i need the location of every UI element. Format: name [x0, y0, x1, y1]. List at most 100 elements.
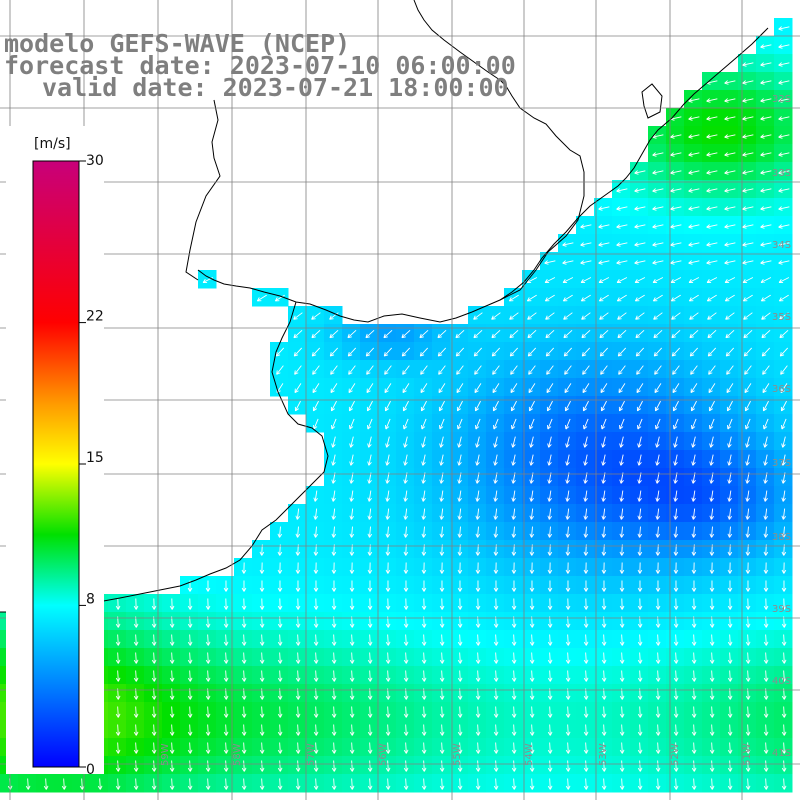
wind-arrow	[760, 294, 771, 302]
wind-arrow	[778, 44, 790, 49]
wind-speed-cell	[414, 684, 433, 703]
wind-arrow	[637, 724, 643, 736]
wind-arrow	[637, 526, 643, 538]
wind-speed-cell	[288, 594, 307, 613]
wind-arrow	[385, 490, 390, 502]
wind-arrow	[547, 526, 553, 538]
wind-arrow	[583, 526, 589, 538]
wind-arrow	[349, 436, 354, 448]
wind-arrow	[311, 312, 321, 320]
wind-speed-cell	[702, 414, 721, 433]
wind-arrow	[727, 652, 733, 664]
wind-arrow	[349, 760, 355, 772]
wind-arrow	[634, 260, 646, 265]
wind-arrow	[670, 224, 682, 229]
wind-speed-cell	[738, 630, 757, 649]
wind-speed-cell	[270, 612, 289, 631]
wind-speed-cell	[126, 756, 145, 775]
wind-speed-cell	[612, 612, 631, 631]
wind-speed-cell	[522, 666, 541, 685]
wind-arrow	[637, 436, 642, 448]
wind-arrow	[708, 365, 716, 375]
wind-arrow	[331, 778, 337, 790]
wind-speed-cell	[666, 270, 685, 289]
wind-speed-cell	[558, 576, 577, 595]
wind-speed-cell	[540, 630, 559, 649]
wind-arrow	[313, 706, 319, 718]
wind-speed-cell	[594, 774, 613, 793]
wind-speed-cell	[450, 666, 469, 685]
wind-arrow	[727, 598, 733, 610]
wind-arrow	[457, 760, 463, 772]
wind-speed-cell	[324, 306, 343, 325]
wind-arrow	[421, 418, 427, 430]
wind-arrow	[385, 724, 391, 736]
wind-speed-cell	[702, 720, 721, 739]
wind-arrow	[133, 742, 139, 754]
wind-arrow	[403, 508, 409, 520]
wind-speed-cell	[684, 540, 703, 559]
wind-speed-cell	[756, 306, 775, 325]
wind-speed-cell	[306, 630, 325, 649]
wind-speed-cell	[450, 738, 469, 757]
wind-speed-cell	[648, 612, 667, 631]
wind-speed-cell	[648, 432, 667, 451]
wind-arrow	[331, 490, 336, 502]
wind-speed-cell	[684, 270, 703, 289]
wind-speed-cell	[378, 450, 397, 469]
wind-arrow	[618, 400, 625, 412]
wind-arrow	[670, 170, 682, 175]
wind-arrow	[565, 742, 571, 754]
wind-arrow	[742, 277, 754, 284]
wind-arrow	[599, 347, 609, 357]
wind-speed-cell	[216, 576, 235, 595]
wind-arrow	[565, 652, 571, 664]
wind-arrow	[727, 706, 733, 718]
wind-arrow	[545, 329, 555, 339]
wind-speed-cell	[558, 270, 577, 289]
wind-speed-cell	[324, 702, 343, 721]
wind-speed-cell	[630, 198, 649, 217]
wind-speed-cell	[594, 270, 613, 289]
wind-arrow	[708, 383, 716, 394]
wind-speed-cell	[630, 162, 649, 181]
wind-speed-cell	[342, 378, 361, 397]
wind-arrow	[438, 365, 446, 375]
wind-speed-cell	[612, 450, 631, 469]
wind-speed-cell	[468, 486, 487, 505]
wind-speed-cell	[450, 414, 469, 433]
wind-speed-cell	[360, 540, 379, 559]
wind-speed-cell	[738, 774, 757, 793]
wind-arrow	[565, 436, 570, 448]
wind-arrow	[385, 670, 391, 682]
wind-arrow	[637, 652, 643, 664]
wind-arrow	[277, 652, 283, 664]
wind-speed-cell	[684, 306, 703, 325]
wind-speed-cell	[774, 522, 793, 541]
wind-speed-cell	[648, 522, 667, 541]
wind-speed-cell	[756, 108, 775, 127]
wind-speed-cell	[468, 702, 487, 721]
wind-speed-cell	[306, 756, 325, 775]
wind-speed-cell	[126, 612, 145, 631]
wind-arrow	[367, 670, 373, 682]
wind-arrow	[529, 598, 535, 610]
wind-speed-cell	[468, 306, 487, 325]
wind-speed-cell	[756, 720, 775, 739]
wind-arrow	[778, 260, 790, 265]
wind-arrow	[529, 652, 535, 664]
wind-arrow	[616, 294, 627, 302]
wind-speed-cell	[576, 288, 595, 307]
wind-speed-cell	[720, 432, 739, 451]
wind-speed-cell	[306, 720, 325, 739]
wind-speed-cell	[468, 594, 487, 613]
wind-speed-cell	[342, 522, 361, 541]
wind-speed-cell	[774, 72, 793, 91]
wind-arrow	[384, 400, 391, 412]
wind-arrow	[403, 598, 409, 610]
wind-speed-cell	[288, 630, 307, 649]
wind-speed-cell	[684, 126, 703, 145]
wind-speed-cell	[378, 504, 397, 523]
wind-speed-cell	[558, 414, 577, 433]
wind-arrow	[545, 347, 555, 357]
